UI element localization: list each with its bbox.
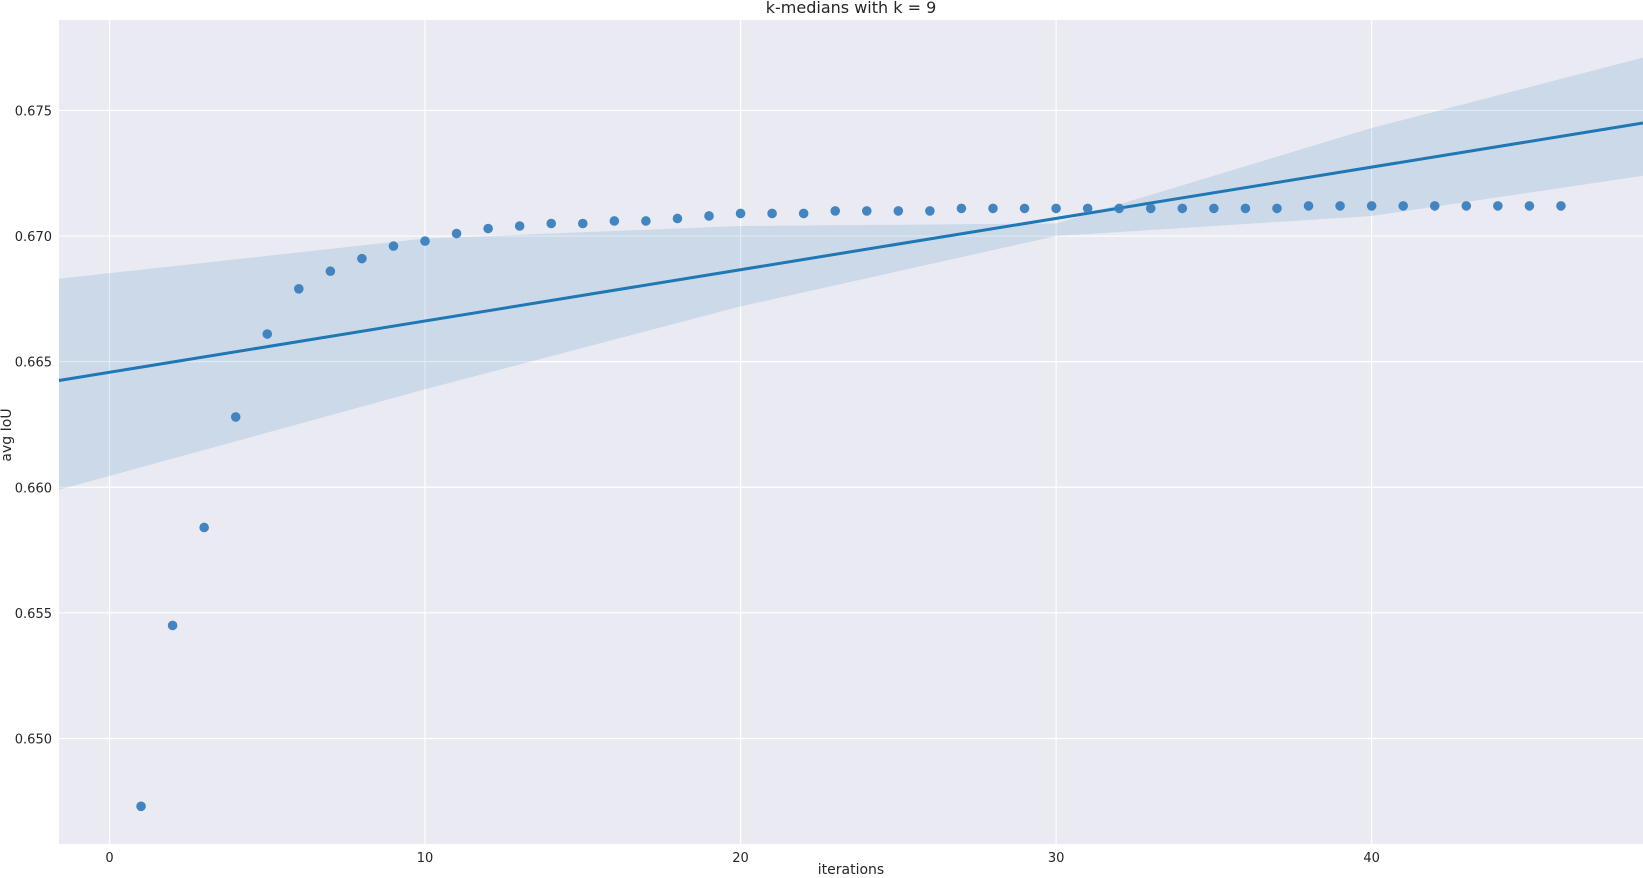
data-point	[1082, 203, 1093, 214]
data-point	[641, 216, 651, 226]
data-point	[388, 241, 399, 251]
data-point	[1524, 201, 1535, 211]
data-point	[1209, 203, 1219, 214]
data-point	[514, 221, 525, 231]
data-point	[861, 206, 872, 216]
y-tick-label: 0.650	[15, 732, 52, 747]
y-tick-label: 0.670	[15, 230, 52, 245]
data-point	[167, 620, 178, 631]
grid-lines	[59, 20, 1643, 844]
data-point	[1493, 201, 1503, 211]
data-point	[577, 218, 588, 229]
data-point	[262, 329, 273, 339]
data-point	[451, 228, 462, 239]
data-point	[1272, 203, 1282, 214]
data-point	[767, 208, 777, 219]
chart-title: k-medians with k = 9	[766, 0, 937, 17]
data-point	[988, 203, 998, 214]
data-point	[1335, 201, 1345, 211]
x-tick-label: 40	[1363, 851, 1380, 866]
data-point	[609, 216, 620, 226]
data-point	[1398, 201, 1408, 211]
data-point	[1177, 203, 1188, 214]
confidence-band	[59, 57, 1643, 490]
data-point	[1240, 203, 1251, 214]
data-point	[1303, 201, 1314, 211]
data-point	[672, 213, 683, 224]
data-point	[735, 208, 746, 219]
y-tick-label: 0.675	[15, 104, 52, 119]
data-point	[199, 522, 209, 533]
data-point	[1556, 201, 1566, 211]
data-point	[483, 223, 493, 234]
data-point	[1461, 201, 1472, 211]
data-point	[830, 206, 841, 216]
x-tick-label: 0	[105, 851, 113, 866]
y-axis-label: avg IoU	[0, 408, 15, 461]
y-tick-label: 0.665	[15, 356, 52, 371]
data-point	[893, 206, 904, 216]
data-points	[136, 201, 1566, 812]
x-tick-label: 10	[417, 851, 434, 866]
data-point	[136, 801, 146, 812]
data-point	[798, 208, 809, 219]
data-point	[230, 412, 241, 422]
data-point	[294, 284, 304, 294]
data-point	[1019, 203, 1030, 214]
data-point	[956, 203, 967, 214]
data-point	[1051, 203, 1061, 214]
data-point	[546, 218, 557, 229]
data-point	[1114, 203, 1125, 214]
data-point	[325, 266, 336, 277]
x-axis-label: iterations	[818, 862, 884, 878]
plot-background	[59, 20, 1643, 844]
data-point	[925, 206, 935, 216]
data-point	[1429, 201, 1440, 211]
y-tick-label: 0.660	[15, 481, 52, 496]
data-point	[1145, 203, 1156, 214]
x-tick-label: 20	[732, 851, 749, 866]
regression-line	[58, 121, 1643, 382]
y-tick-labels: 0.650 0.655 0.660 0.665 0.670 0.675	[15, 104, 52, 747]
data-point	[420, 236, 430, 246]
x-tick-label: 30	[1048, 851, 1065, 866]
data-point	[1366, 201, 1377, 211]
data-point	[357, 253, 367, 264]
y-tick-label: 0.655	[15, 607, 52, 622]
data-point	[704, 211, 714, 221]
x-tick-labels: 0 10 20 30 40	[105, 851, 1380, 866]
